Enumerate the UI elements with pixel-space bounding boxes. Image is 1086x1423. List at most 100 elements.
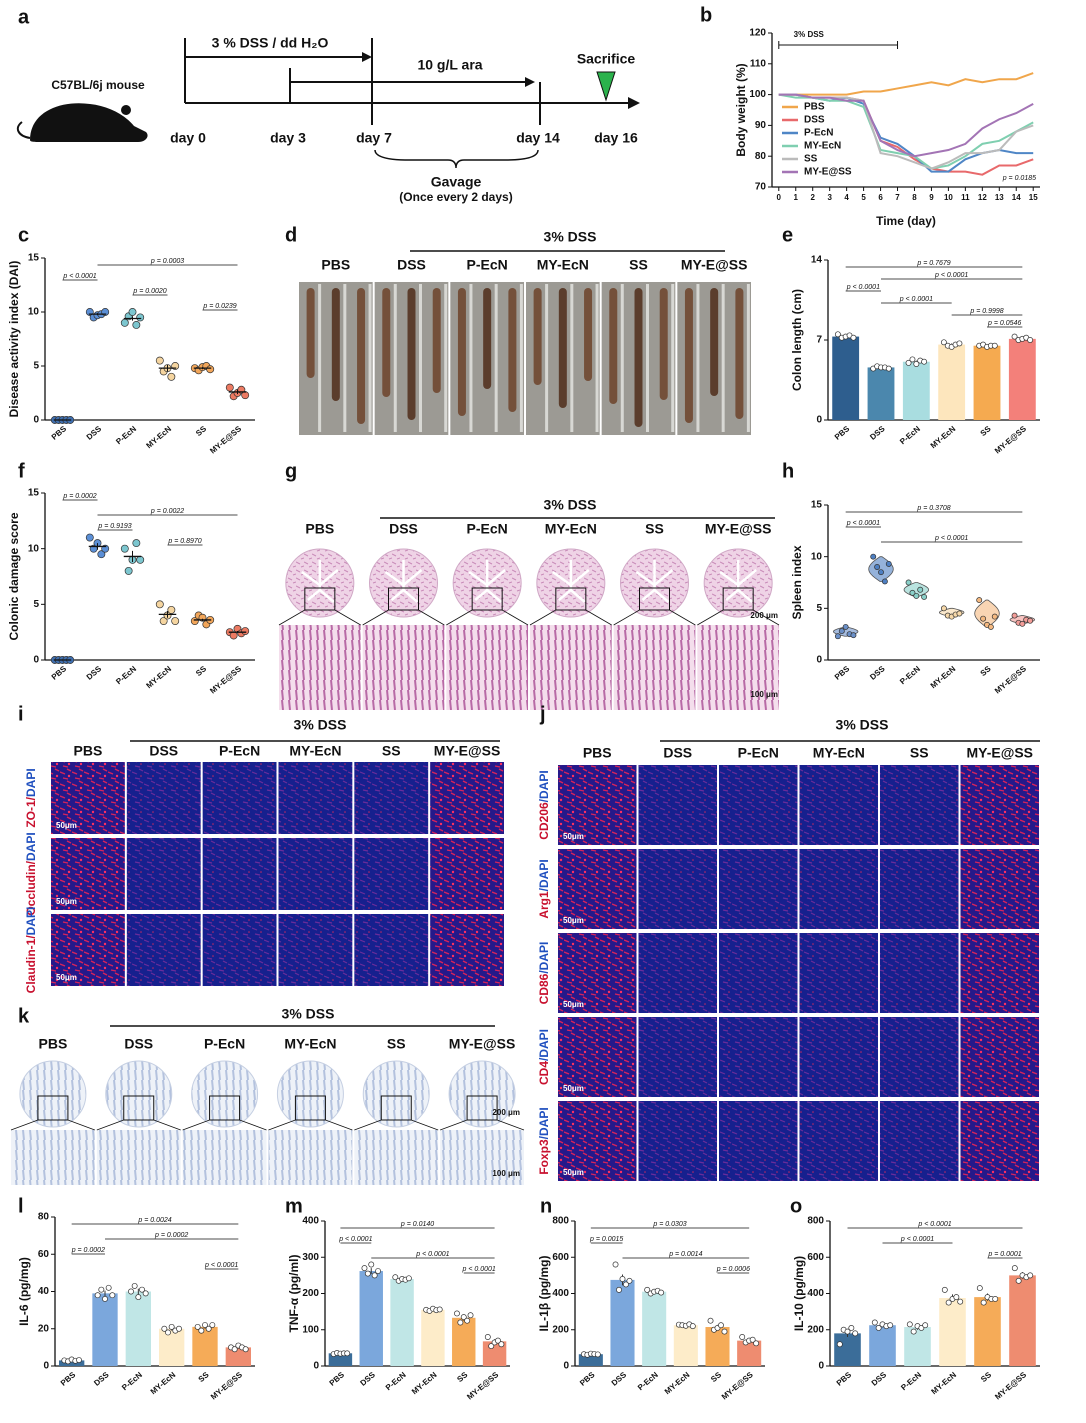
colon: [684, 288, 693, 423]
bar: [92, 1293, 118, 1366]
data-point: [881, 578, 888, 585]
data-point: [168, 1323, 175, 1330]
p-value: p = 0.0546: [987, 320, 1021, 327]
colon: [710, 288, 719, 396]
data-point: [658, 1289, 665, 1296]
y-tick-label: 0: [818, 1361, 824, 1372]
y-tick-label: 800: [807, 1216, 824, 1227]
bar: [610, 1279, 635, 1366]
fluorescence-image: [799, 933, 878, 1013]
violin: [868, 556, 894, 582]
x-tick-label: DSS: [85, 424, 104, 442]
group-label: MY-E@SS: [434, 743, 501, 759]
colon: [584, 288, 593, 381]
bar: [869, 1325, 896, 1366]
p-value: p < 0.0001: [846, 284, 880, 291]
bar: [904, 1327, 931, 1366]
data-point: [167, 372, 176, 381]
x-tick-label: P-EcN: [899, 1370, 923, 1392]
bar: [867, 367, 895, 420]
y-tick-label: 15: [28, 488, 40, 499]
data-point: [887, 1322, 894, 1329]
stain-name: Occludin/: [24, 860, 38, 915]
y-tick-label: 800: [552, 1216, 569, 1227]
fluorescence-image: [558, 1017, 637, 1097]
data-point: [753, 1340, 760, 1347]
data-point: [139, 1286, 145, 1293]
fluorescence-image: [51, 914, 125, 986]
zoom-lines: [268, 1119, 353, 1131]
scale-label: 100 μm: [492, 1169, 520, 1178]
bar: [421, 1309, 445, 1366]
p-value: p = 0.0303: [652, 1221, 686, 1228]
p-value: p = 0.0140: [400, 1221, 434, 1228]
legend-label: DSS: [804, 115, 825, 126]
counterstain-name: /DAPI: [537, 770, 551, 802]
p-value: p < 0.0001: [900, 1236, 934, 1243]
data-point: [368, 1261, 375, 1268]
panel-letter: d: [285, 224, 297, 246]
x-tick-label: SS: [455, 1370, 469, 1384]
bar: [973, 345, 1001, 420]
p-value: p = 0.9193: [97, 523, 131, 530]
mouse-label: C57BL/6j mouse: [51, 78, 145, 92]
x-tick-label: MY-E@SS: [465, 1370, 500, 1402]
data-point: [205, 1325, 212, 1332]
group-header: 3% DSS: [836, 717, 889, 733]
annotation-label: 3% DSS: [794, 30, 825, 39]
x-tick-label: 10: [944, 193, 953, 202]
panel-letter: n: [540, 1195, 552, 1217]
fluorescence-image: [799, 1017, 878, 1097]
colon: [735, 288, 744, 419]
data-point: [155, 600, 164, 609]
scale-label: 50μm: [56, 973, 77, 982]
group-label: P-EcN: [467, 257, 508, 273]
data-point: [136, 555, 145, 564]
colon: [382, 288, 391, 397]
fluorescence-image: [638, 765, 717, 845]
x-tick-label: PBS: [328, 1370, 347, 1388]
fluorescence-image: [719, 933, 798, 1013]
fluorescence-image: [719, 765, 798, 845]
x-tick-label: DSS: [359, 1370, 378, 1388]
y-tick-label: 20: [38, 1323, 50, 1334]
group-header: 3% DSS: [544, 229, 597, 245]
colon: [533, 288, 542, 385]
x-tick-label: DSS: [868, 424, 887, 442]
bar: [125, 1291, 151, 1366]
data-point: [190, 617, 199, 625]
fluorescence-image: [799, 765, 878, 845]
x-tick-label: 15: [1029, 193, 1038, 202]
data-point: [987, 623, 994, 630]
group-label: P-EcN: [467, 521, 508, 537]
x-tick-label: DSS: [870, 1370, 889, 1388]
data-point: [128, 1288, 134, 1295]
x-tick-label: 2: [810, 193, 815, 202]
y-tick-label: 10: [28, 543, 40, 554]
colon: [609, 288, 618, 404]
data-point: [194, 1323, 201, 1330]
bar: [938, 344, 966, 420]
zoom-lines: [362, 609, 445, 626]
x-tick-label: SS: [979, 424, 993, 438]
zoom-box: [294, 1095, 326, 1121]
fluorescence-image: [51, 762, 125, 834]
legend-label: P-EcN: [804, 128, 833, 139]
data-point: [225, 383, 234, 392]
data-point: [906, 1321, 913, 1328]
data-point: [484, 1334, 491, 1340]
data-point: [436, 1306, 443, 1313]
zoom-box: [37, 1095, 69, 1121]
data-point: [940, 339, 947, 346]
fluorescence-image: [354, 838, 429, 910]
stain-name: Arg1: [537, 891, 551, 919]
x-tick-label: 5: [861, 193, 866, 202]
x-tick-label: P-EcN: [114, 424, 138, 446]
arrowhead: [362, 52, 372, 62]
panel-letter: h: [782, 460, 794, 482]
p-value: p = 0.0001: [987, 1251, 1021, 1258]
y-tick-label: 0: [816, 655, 822, 666]
x-tick-label: DSS: [868, 664, 887, 682]
fluorescence-image: [719, 849, 798, 929]
x-tick-label: MY-E@SS: [208, 664, 243, 696]
